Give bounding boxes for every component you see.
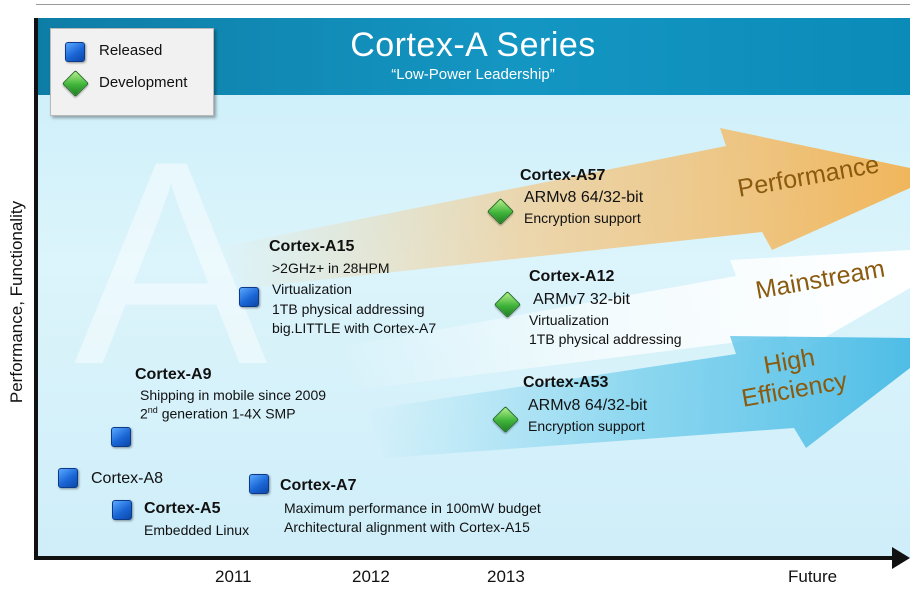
x-tick-2013: 2013 [487, 567, 525, 586]
performance-arrow [216, 128, 910, 288]
x-tick-2011: 2011 [215, 567, 252, 586]
development-diamond-icon [62, 70, 89, 97]
cortex-a15-detail-4: big.LITTLE with Cortex-A7 [272, 320, 437, 336]
legend-development-label: Development [99, 74, 188, 91]
y-axis-line [34, 18, 38, 560]
cortex-a8-released-icon [58, 468, 78, 488]
cortex-a57-detail-1: ARMv8 64/32-bit [524, 189, 644, 206]
cortex-a15-detail-1: >2GHz+ in 28HPM [272, 260, 390, 276]
x-axis-line [34, 556, 894, 560]
cortex-a15-detail-3: 1TB physical addressing [272, 301, 425, 317]
mainstream-arrow [336, 250, 910, 390]
cortex-a9-name: Cortex-A9 [135, 366, 212, 383]
cortex-a15-detail-2: Virtualization [272, 281, 352, 297]
legend-released-label: Released [99, 42, 163, 59]
cortex-a15-name: Cortex-A15 [269, 238, 355, 255]
page-title: Cortex-A Series [350, 26, 596, 64]
legend: Released Development [50, 28, 214, 116]
cortex-a12-detail-1: ARMv7 32-bit [533, 291, 630, 308]
cortex-a53-detail-2: Encryption support [528, 418, 645, 434]
page-subtitle: “Low-Power Leadership” [391, 66, 555, 83]
cortex-a5-detail: Embedded Linux [144, 522, 250, 538]
cortex-a57-name: Cortex-A57 [520, 167, 606, 184]
cortex-a7-released-icon [249, 474, 269, 494]
cortex-a53-detail-1: ARMv8 64/32-bit [528, 397, 648, 414]
cortex-a5-name: Cortex-A5 [144, 500, 221, 517]
cortex-a12-name: Cortex-A12 [529, 268, 615, 285]
x-tick-future: Future [788, 567, 838, 586]
cortex-a57-detail-2: Encryption support [524, 210, 641, 226]
cortex-a12-detail-3: 1TB physical addressing [529, 331, 682, 347]
cortex-a5-released-icon [112, 500, 132, 520]
cortex-a53-name: Cortex-A53 [523, 374, 609, 391]
cortex-a7-name: Cortex-A7 [280, 477, 357, 494]
top-rule [36, 4, 910, 5]
x-axis-arrowhead [892, 547, 910, 569]
cortex-a9-released-icon [111, 427, 131, 447]
cortex-a7-detail-1: Maximum performance in 100mW budget [284, 500, 541, 516]
cortex-a9-detail-1: Shipping in mobile since 2009 [140, 387, 327, 403]
cortex-a15-released-icon [239, 287, 259, 307]
x-tick-2012: 2012 [352, 567, 390, 586]
cortex-a7-detail-2: Architectural alignment with Cortex-A15 [284, 519, 530, 535]
cortex-a8-name: Cortex-A8 [91, 470, 164, 487]
cortex-a9-detail-2: 2nd generation 1-4X SMP [140, 405, 296, 422]
released-square-icon [65, 42, 85, 62]
y-axis-area: Performance, Functionality [0, 0, 34, 560]
y-axis-label: Performance, Functionality [7, 200, 26, 404]
cortex-a12-detail-2: Virtualization [529, 312, 609, 328]
